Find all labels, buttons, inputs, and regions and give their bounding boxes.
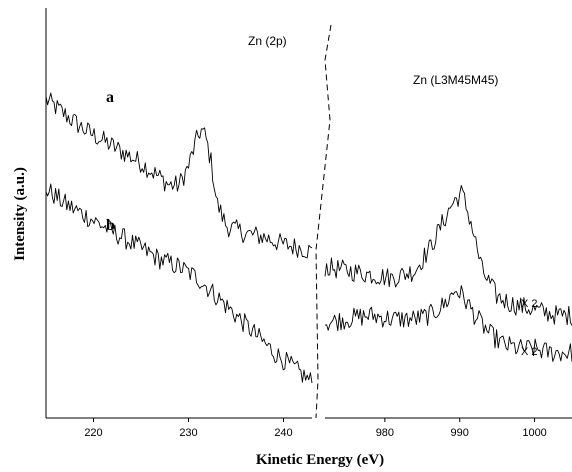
multiplier-lower: X 2	[521, 346, 538, 358]
x-tick-label: 990	[451, 427, 469, 439]
x-tick-label: 1000	[522, 427, 546, 439]
tick-group: 220 230 240 980 990 1000	[84, 418, 547, 439]
y-axis-label: Intensity (a.u.)	[12, 167, 28, 261]
x-tick-label: 230	[179, 427, 197, 439]
axes	[45, 8, 572, 419]
x-tick-label: 980	[376, 427, 394, 439]
trace-group	[45, 92, 572, 384]
trace-zn2p-a	[45, 92, 313, 259]
axis-break-dashed	[315, 24, 332, 419]
trace-label-a: a	[106, 89, 114, 106]
x-tick-label: 240	[274, 427, 292, 439]
trace-zn2p-b	[45, 183, 313, 384]
x-axis-label: Kinetic Energy (eV)	[256, 452, 384, 468]
x-tick-label: 220	[84, 427, 102, 439]
trace-label-b: b	[106, 217, 115, 234]
title-zn-2p: Zn (2p)	[248, 34, 287, 48]
title-zn-auger: Zn (L3M45M45)	[413, 73, 498, 87]
trace-auger-a	[324, 185, 572, 326]
trace-auger-b	[324, 285, 572, 362]
